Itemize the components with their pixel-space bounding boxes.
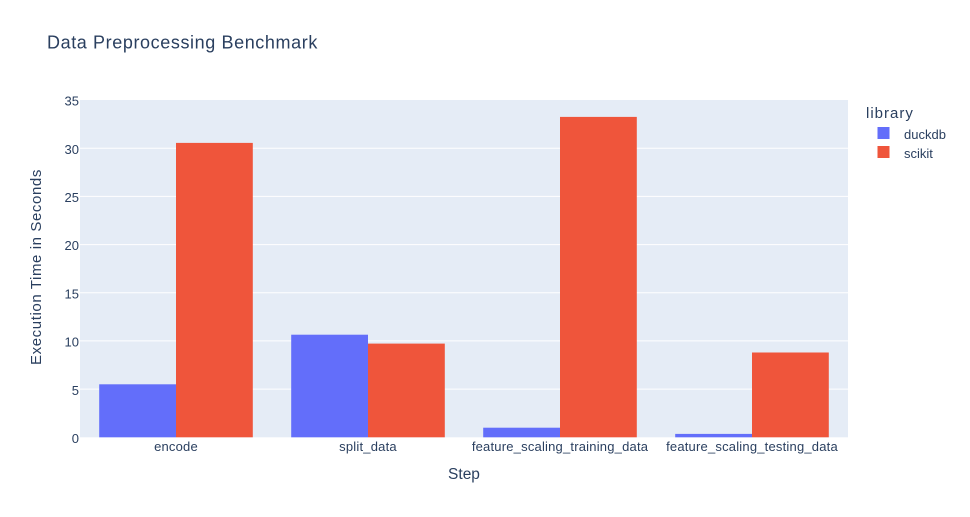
svg-text:feature_scaling_training_data: feature_scaling_training_data (472, 439, 649, 454)
svg-text:35: 35 (65, 94, 79, 109)
svg-text:5: 5 (72, 383, 79, 398)
svg-text:scikit: scikit (904, 146, 933, 161)
svg-text:encode: encode (154, 439, 198, 454)
svg-text:0: 0 (72, 431, 79, 446)
svg-text:15: 15 (65, 286, 79, 301)
svg-text:Step: Step (448, 466, 480, 483)
svg-text:split_data: split_data (339, 439, 397, 454)
svg-text:library: library (866, 105, 914, 122)
svg-text:20: 20 (65, 238, 79, 253)
svg-text:25: 25 (65, 190, 79, 205)
svg-text:30: 30 (65, 142, 79, 157)
svg-text:Execution Time in Seconds: Execution Time in Seconds (28, 169, 45, 365)
svg-text:10: 10 (65, 335, 79, 350)
svg-text:feature_scaling_testing_data: feature_scaling_testing_data (666, 439, 838, 454)
svg-text:duckdb: duckdb (904, 127, 946, 142)
svg-text:Data Preprocessing Benchmark: Data Preprocessing Benchmark (47, 33, 318, 53)
